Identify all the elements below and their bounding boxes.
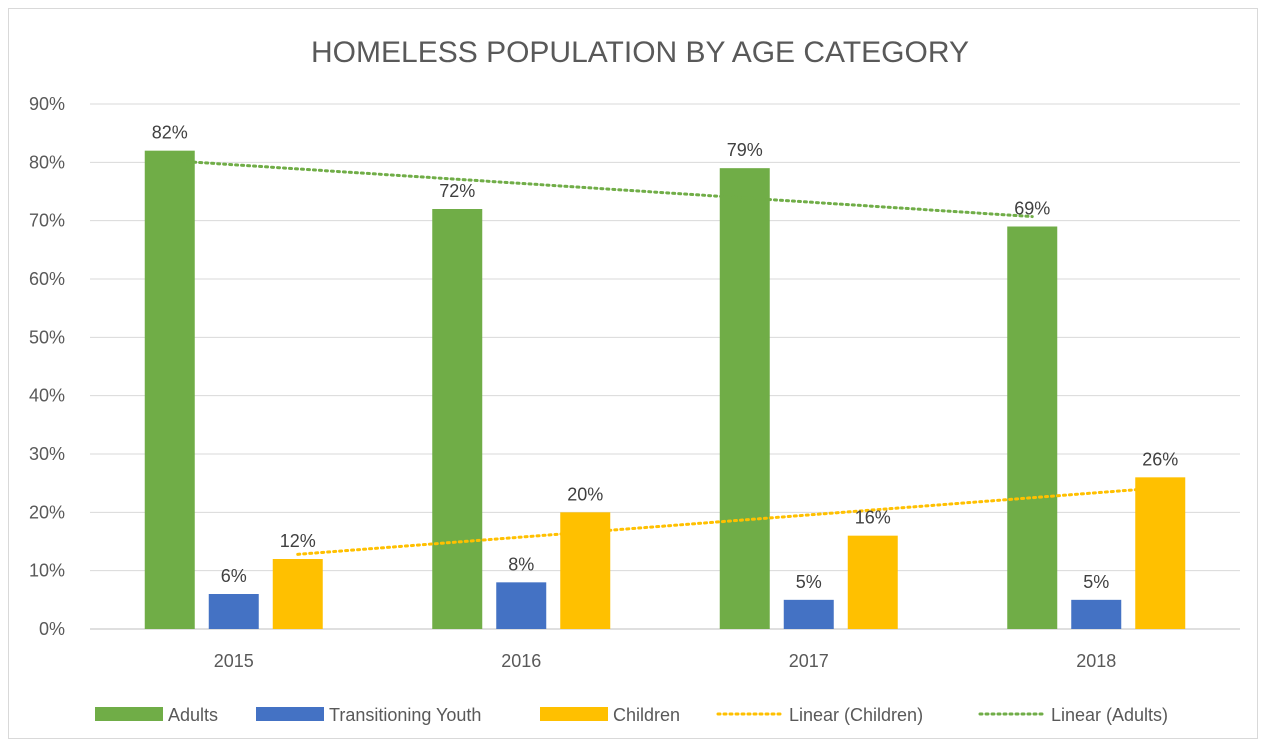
bar-children [1135, 477, 1186, 629]
legend-swatch [95, 707, 163, 721]
x-tick-label: 2018 [1076, 651, 1116, 671]
x-tick-label: 2015 [214, 651, 254, 671]
data-label: 5% [1083, 572, 1109, 592]
data-label: 82% [152, 123, 188, 143]
trendlines [168, 159, 1162, 556]
legend-item: Adults [95, 705, 218, 725]
x-tick-label: 2017 [789, 651, 829, 671]
data-label: 6% [221, 566, 247, 586]
y-axis-ticks: 0% 10% 20% 30% 40% 50% 60% 70% 80% 90% [29, 94, 65, 639]
legend-label: Transitioning Youth [329, 705, 481, 725]
bar-adults [144, 150, 195, 629]
y-tick-label: 0% [39, 619, 65, 639]
data-labels: 82% 72% 79% 69% 6% 8% 5% 5% 12% 20% 16% 26% [152, 123, 1179, 592]
bar-adults [719, 168, 770, 629]
y-tick-label: 50% [29, 327, 65, 347]
bar-adults [432, 209, 483, 629]
data-label: 69% [1014, 199, 1050, 219]
data-label: 72% [439, 181, 475, 201]
trendline-children [296, 486, 1162, 556]
x-tick-label: 2016 [501, 651, 541, 671]
data-label: 16% [855, 508, 891, 528]
bars [144, 150, 1186, 629]
chart-title: HOMELESS POPULATION BY AGE CATEGORY [311, 36, 969, 69]
legend-label: Linear (Adults) [1051, 705, 1168, 725]
trendline-adults [168, 159, 1034, 219]
bar-transitioning-youth [496, 582, 547, 629]
legend-item: Transitioning Youth [256, 705, 481, 725]
gridlines [90, 103, 1240, 630]
legend-label: Linear (Children) [789, 705, 923, 725]
bar-children [847, 535, 898, 629]
data-label: 8% [508, 554, 534, 574]
y-tick-label: 30% [29, 444, 65, 464]
y-tick-label: 90% [29, 94, 65, 114]
data-label: 12% [280, 531, 316, 551]
data-label: 5% [796, 572, 822, 592]
bar-transitioning-youth [208, 594, 259, 629]
bar-transitioning-youth [1071, 599, 1122, 629]
legend-swatch [540, 707, 608, 721]
data-label: 20% [567, 484, 603, 504]
legend-label: Children [613, 705, 680, 725]
data-label: 79% [727, 140, 763, 160]
y-tick-label: 80% [29, 152, 65, 172]
data-label: 26% [1142, 449, 1178, 469]
bar-adults [1007, 226, 1058, 629]
bar-transitioning-youth [783, 599, 834, 629]
y-tick-label: 40% [29, 386, 65, 406]
y-tick-label: 60% [29, 269, 65, 289]
y-tick-label: 20% [29, 502, 65, 522]
legend-label: Adults [168, 705, 218, 725]
legend-item: Linear (Children) [716, 705, 923, 725]
y-tick-label: 70% [29, 211, 65, 231]
legend-swatch [256, 707, 324, 721]
bar-children [272, 559, 323, 629]
legend-item: Children [540, 705, 680, 725]
legend: Adults Transitioning Youth Children Linear … [95, 705, 1168, 725]
x-axis-ticks: 2015 2016 2017 2018 [214, 651, 1117, 671]
legend-item: Linear (Adults) [978, 705, 1168, 725]
y-tick-label: 10% [29, 561, 65, 581]
